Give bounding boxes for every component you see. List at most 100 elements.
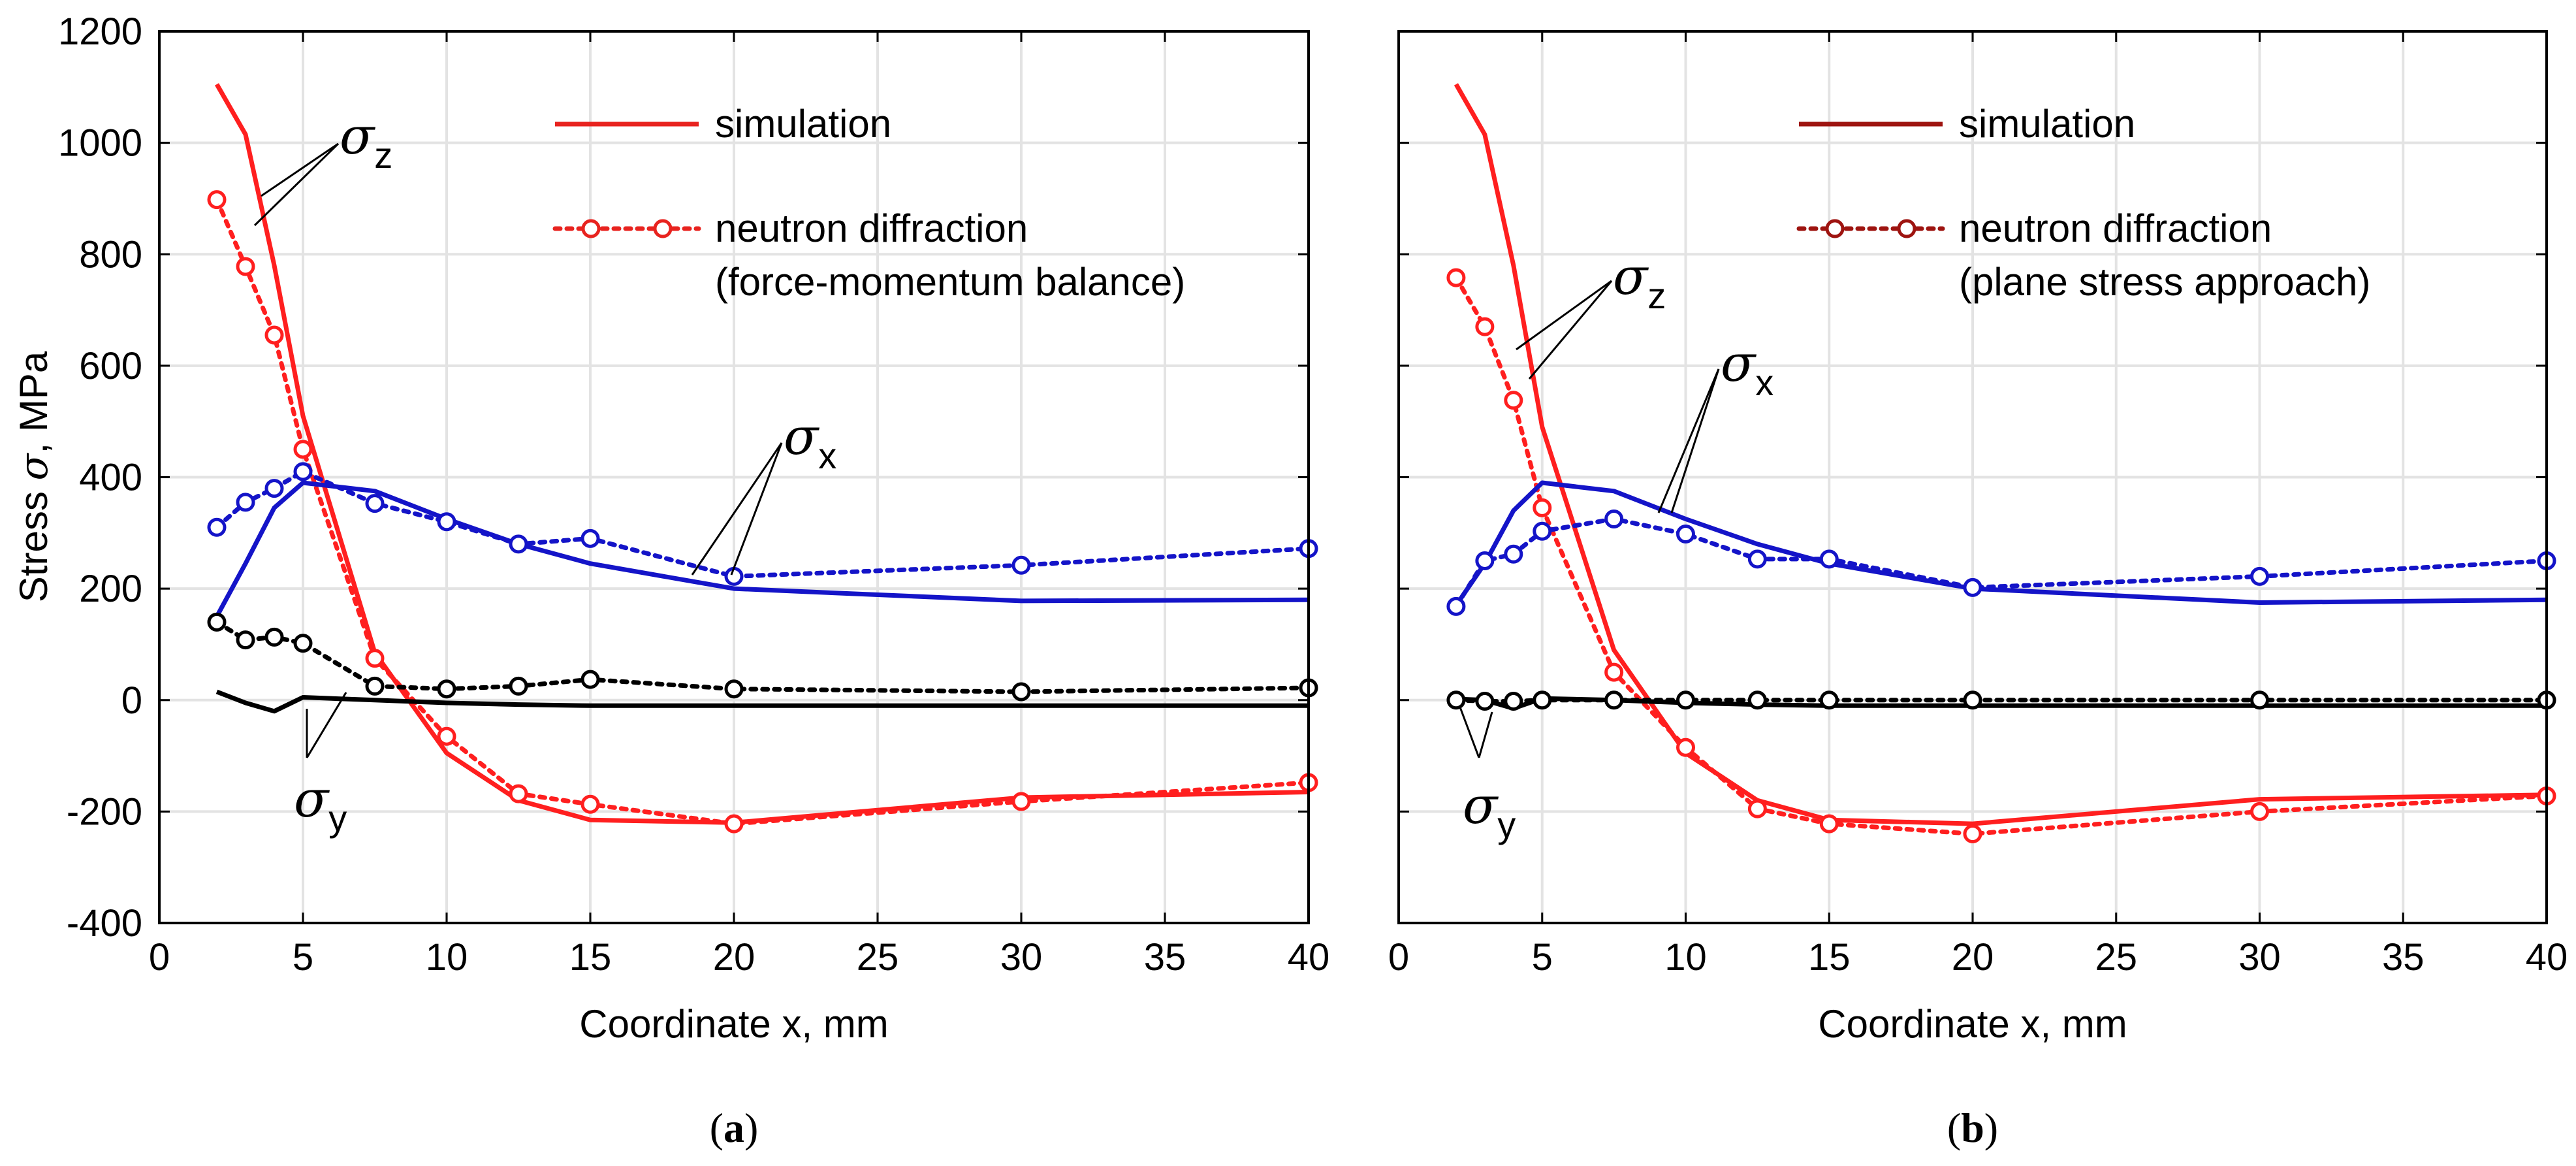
x-tick-label: 35 xyxy=(2382,936,2425,979)
legend-experiment-marker xyxy=(1897,219,1916,238)
data-point xyxy=(1533,498,1552,517)
annotation-sigma-x: σx xyxy=(691,408,836,575)
data-point xyxy=(1504,544,1523,564)
panel-label: (b) xyxy=(1947,1105,1998,1151)
annotation-sigma-z: σz xyxy=(253,107,392,227)
data-point xyxy=(580,528,600,548)
x-tick-label: 30 xyxy=(1000,936,1043,979)
data-point xyxy=(1475,551,1495,570)
x-tick-label: 5 xyxy=(293,936,313,979)
plot-frame xyxy=(158,30,1310,924)
y-tick-label: 200 xyxy=(79,568,142,610)
legend-experiment-marker xyxy=(1825,219,1845,238)
x-tick-label: 25 xyxy=(857,936,899,979)
data-point xyxy=(236,257,255,276)
legend-experiment-marker xyxy=(581,219,601,238)
series-z-experiment xyxy=(1446,268,2556,843)
annotation-leader xyxy=(253,142,340,227)
legend-experiment-label-line1: neutron diffraction xyxy=(715,206,1028,250)
data-point xyxy=(2250,566,2269,586)
data-point xyxy=(365,494,385,513)
plot-frame xyxy=(1397,30,2548,924)
annotation-sigma-x: σx xyxy=(1657,334,1773,513)
annotation-leader xyxy=(730,442,783,575)
data-point xyxy=(264,479,284,498)
annotation-label: σx xyxy=(784,408,836,476)
series-line xyxy=(214,469,1311,579)
data-point xyxy=(264,325,284,345)
data-point xyxy=(1446,690,1466,710)
data-point xyxy=(1011,792,1031,811)
legend-experiment-label-line2: (plane stress approach) xyxy=(1959,260,2370,304)
data-point xyxy=(293,462,313,481)
panel-label: (a) xyxy=(710,1105,759,1151)
annotation-label: σy xyxy=(294,770,347,839)
data-point xyxy=(1963,824,1982,843)
annotation-leader xyxy=(1458,705,1480,758)
x-axis-label: Coordinate x, mm xyxy=(579,1002,889,1046)
data-point xyxy=(1819,549,1839,569)
y-tick-label: -400 xyxy=(67,902,142,945)
annotation-leader xyxy=(1478,711,1493,758)
data-point xyxy=(264,627,284,647)
data-point xyxy=(236,630,255,650)
y-tick-label: -200 xyxy=(67,790,142,833)
x-tick-label: 0 xyxy=(149,936,170,979)
x-tick-label: 20 xyxy=(1952,936,1994,979)
annotation-leader xyxy=(1516,280,1612,351)
data-point xyxy=(724,814,744,834)
data-point xyxy=(437,679,456,699)
data-point xyxy=(2250,802,2269,821)
annotation-label: σz xyxy=(1613,248,1666,316)
series-line xyxy=(215,689,1309,714)
data-point xyxy=(1676,525,1695,544)
series-y-simulation xyxy=(215,689,1309,714)
data-point xyxy=(509,676,528,696)
data-point xyxy=(207,190,227,210)
legend-experiment-label-line2: (force-momentum balance) xyxy=(715,260,1185,304)
data-point xyxy=(365,676,385,696)
series-y-experiment xyxy=(207,612,1318,702)
data-point xyxy=(207,517,227,537)
data-point xyxy=(1747,690,1767,710)
annotation-leader xyxy=(306,692,347,758)
data-point xyxy=(509,784,528,803)
data-point xyxy=(1011,555,1031,575)
data-point xyxy=(580,794,600,814)
y-axis-label: Stress σ, MPa xyxy=(11,351,57,602)
series-line xyxy=(214,83,1309,825)
legend-experiment-marker xyxy=(653,219,673,238)
data-point xyxy=(1747,549,1767,569)
annotation-sigma-y: σy xyxy=(1458,705,1516,845)
series-z-simulation xyxy=(214,83,1309,825)
data-point xyxy=(365,649,385,668)
series-x-experiment xyxy=(207,462,1318,586)
annotation-sigma-y: σy xyxy=(294,692,347,839)
x-axis-label: Coordinate x, mm xyxy=(1818,1002,2127,1046)
data-point xyxy=(1504,691,1523,711)
x-tick-label: 5 xyxy=(1532,936,1553,979)
chart-panel-b: 0 5 10 15 20 25 30 35 40 Coordinate x, mm simulati… xyxy=(1388,30,2568,1151)
annotation-label: σy xyxy=(1463,777,1516,845)
x-tick-label: 30 xyxy=(2238,936,2281,979)
x-tick-label: 35 xyxy=(1144,936,1186,979)
data-point xyxy=(1504,391,1523,410)
x-tick-label: 40 xyxy=(1288,936,1330,979)
series-x-experiment xyxy=(1446,509,2556,616)
x-tick-label: 0 xyxy=(1388,936,1409,979)
annotation-label: σz xyxy=(340,107,392,176)
series-line xyxy=(1454,275,2549,837)
data-point xyxy=(1747,799,1767,818)
data-point xyxy=(1446,596,1466,616)
annotation-leader xyxy=(1670,368,1720,513)
data-point xyxy=(236,493,255,512)
legend-experiment-label-line1: neutron diffraction xyxy=(1959,206,2272,250)
data-point xyxy=(1475,691,1495,711)
data-point xyxy=(1963,577,1982,597)
data-point xyxy=(1963,690,1982,710)
y-tick-label: 600 xyxy=(79,345,142,387)
data-point xyxy=(437,726,456,746)
data-point xyxy=(1604,690,1624,710)
x-tick-label: 15 xyxy=(569,936,612,979)
